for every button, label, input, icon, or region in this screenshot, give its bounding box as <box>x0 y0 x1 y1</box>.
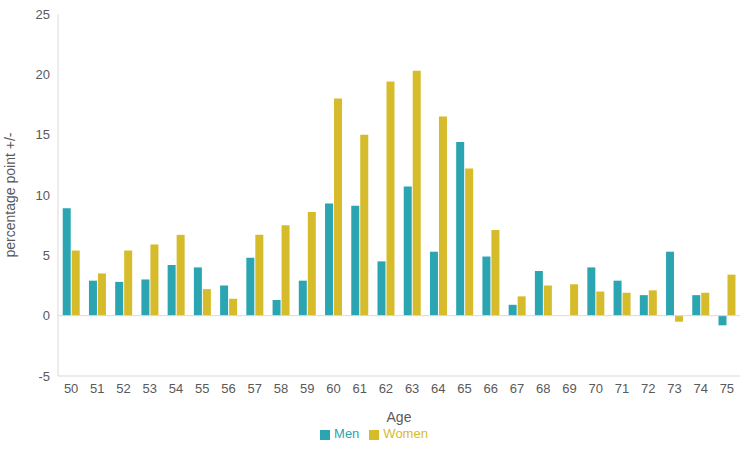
svg-text:25: 25 <box>36 7 50 22</box>
html-text:Men: Men <box>334 426 360 441</box>
svg-text:75: 75 <box>720 381 734 396</box>
svg-text:65: 65 <box>457 381 471 396</box>
svg-text:57: 57 <box>247 381 261 396</box>
svg-text:73: 73 <box>667 381 681 396</box>
svg-text:51: 51 <box>90 381 104 396</box>
svg-text:15: 15 <box>36 127 50 142</box>
svg-text:55: 55 <box>195 381 209 396</box>
svg-text:71: 71 <box>615 381 629 396</box>
svg-text:69: 69 <box>562 381 576 396</box>
svg-text:percentage point +/-: percentage point +/- <box>8 132 18 257</box>
svg-text:68: 68 <box>536 381 550 396</box>
svg-text:50: 50 <box>64 381 78 396</box>
svg-text:-5: -5 <box>38 369 50 384</box>
svg-text:59: 59 <box>300 381 314 396</box>
svg-text:10: 10 <box>36 188 50 203</box>
svg-text:53: 53 <box>143 381 157 396</box>
svg-text:72: 72 <box>641 381 655 396</box>
svg-text:20: 20 <box>36 67 50 82</box>
svg-text:56: 56 <box>221 381 235 396</box>
svg-text:52: 52 <box>116 381 130 396</box>
svg-text:0: 0 <box>43 308 50 323</box>
svg-text:58: 58 <box>274 381 288 396</box>
svg-text:62: 62 <box>379 381 393 396</box>
svg-text:61: 61 <box>352 381 366 396</box>
svg-text:64: 64 <box>431 381 445 396</box>
svg-text:54: 54 <box>169 381 183 396</box>
svg-text:60: 60 <box>326 381 340 396</box>
svg-text:74: 74 <box>693 381 707 396</box>
svg-text:70: 70 <box>588 381 602 396</box>
svg-text:5: 5 <box>43 248 50 263</box>
svg-text:Age: Age <box>387 409 412 425</box>
svg-text:63: 63 <box>405 381 419 396</box>
svg-text:66: 66 <box>484 381 498 396</box>
svg-text:67: 67 <box>510 381 524 396</box>
html-text:Women: Women <box>383 426 428 441</box>
